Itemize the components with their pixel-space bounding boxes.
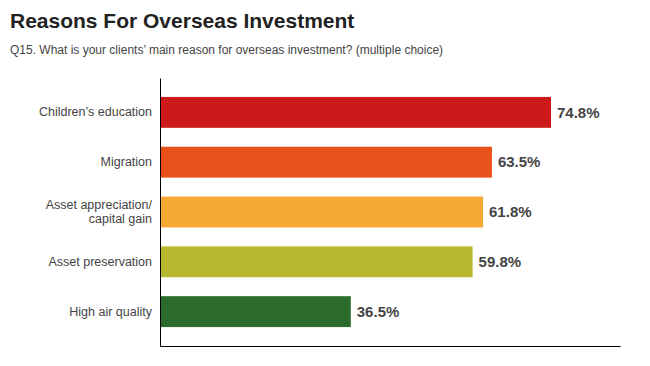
data-label: 61.8% — [489, 203, 532, 220]
y-tick-label: Migration — [101, 155, 152, 169]
y-axis-line — [160, 79, 161, 347]
y-axis: Children’s education Migration Asset appre… — [39, 79, 161, 347]
y-tick-label: Children’s education — [39, 105, 152, 119]
bar — [160, 97, 551, 128]
data-labels: 74.8% 63.5% 61.8% 59.8% 36.5% — [357, 104, 600, 320]
bars — [160, 97, 551, 327]
y-tick: High air quality — [69, 305, 152, 319]
y-tick-label: Asset preservation — [48, 255, 152, 269]
bar — [160, 296, 351, 327]
x-axis-line — [161, 346, 621, 347]
x-axis — [161, 346, 621, 347]
y-tick-label: Asset appreciation/capital gain — [46, 198, 153, 226]
y-tick-label: High air quality — [69, 305, 152, 319]
plot: Children’s education Migration Asset appre… — [39, 79, 621, 347]
bar — [160, 197, 483, 228]
chart: Reasons For Overseas Investment Q15. What… — [0, 0, 650, 366]
y-tick: Children’s education — [39, 105, 152, 119]
data-label: 63.5% — [498, 153, 541, 170]
data-label: 59.8% — [479, 253, 522, 270]
y-tick-label-line: Asset appreciation/ — [46, 198, 153, 212]
y-tick-label-line: Children’s education — [39, 105, 152, 119]
y-tick-label-line: capital gain — [89, 212, 152, 226]
bar — [160, 246, 473, 277]
y-tick: Asset preservation — [48, 255, 152, 269]
y-tick: Migration — [101, 155, 152, 169]
y-tick: Asset appreciation/capital gain — [46, 198, 153, 226]
y-tick-label-line: High air quality — [69, 305, 152, 319]
subtitle: Q15. What is your clients’ main reason f… — [10, 43, 443, 57]
y-tick-label-line: Asset preservation — [48, 255, 152, 269]
title: Reasons For Overseas Investment — [10, 9, 354, 32]
bar — [160, 147, 492, 178]
y-tick-label-line: Migration — [101, 155, 152, 169]
data-label: 36.5% — [357, 303, 400, 320]
data-label: 74.8% — [557, 104, 600, 121]
